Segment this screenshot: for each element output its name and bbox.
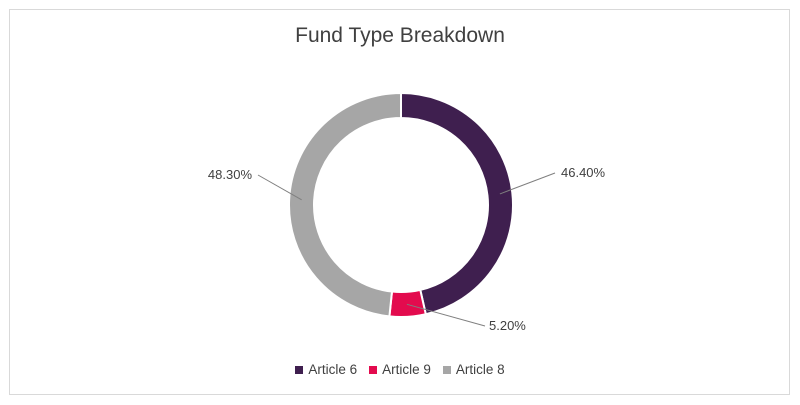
leader-line-article-8 [257,174,302,201]
data-label-article-8: 48.30% [208,167,253,182]
data-label-article-9: 5.20% [489,318,526,333]
legend-label-article-8: Article 8 [455,362,505,377]
donut-slice-article-6 [400,91,514,316]
legend-label-article-6: Article 6 [308,362,358,377]
chart-title: Fund Type Breakdown [295,24,505,47]
leader-line-article-9 [406,303,486,327]
legend-swatch-article-9 [369,365,378,374]
chart-frame [9,9,790,395]
leader-line-article-6 [499,172,556,195]
legend-item-article-8: Article 8 [442,362,505,377]
legend-swatch-article-6 [295,365,304,374]
legend-item-article-9: Article 9 [369,362,431,377]
data-label-article-6: 46.40% [561,165,606,180]
donut-slice-article-9 [388,288,427,318]
legend-item-article-6: Article 6 [295,362,357,377]
legend-label-article-9: Article 9 [382,362,431,377]
donut-slice-article-8 [288,91,402,318]
legend-swatch-article-8 [442,365,451,374]
legend: Article 6 Article 9 Article 8 [0,362,800,377]
